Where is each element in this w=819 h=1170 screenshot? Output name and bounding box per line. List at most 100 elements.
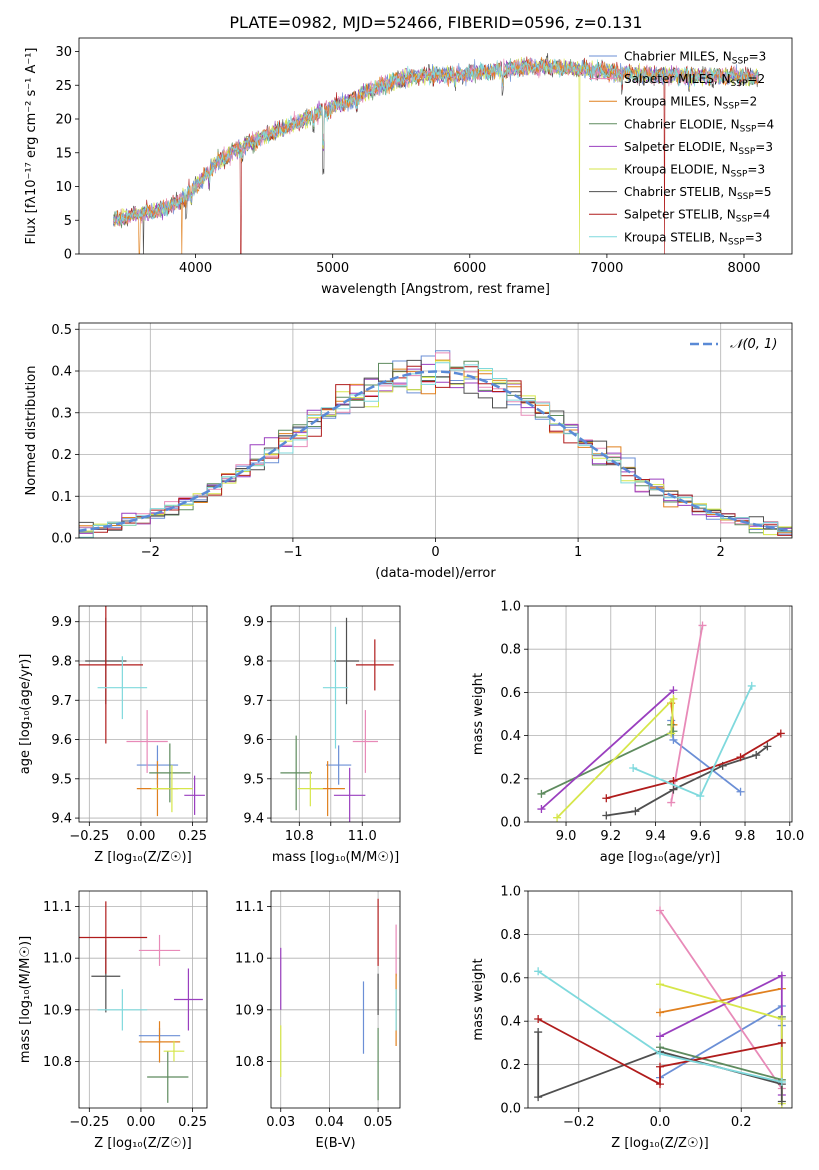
x-tick-label: −1	[283, 545, 302, 560]
y-tick-label: 25	[55, 79, 72, 94]
mass-weight-line	[541, 724, 675, 795]
data-point-marker	[534, 1028, 543, 1037]
mass-weight-line	[606, 732, 782, 800]
legend-nssp: =4	[753, 208, 771, 222]
data-point-marker	[656, 1062, 664, 1071]
y-tick-label: 9.5	[243, 772, 264, 787]
panel-mass-vs-Z: −0.25 0.00 0.25 10.8 10.9 11.0 11.1 Z [log₁₀(Z/…	[18, 890, 208, 1151]
panel-spectrum: 4000 5000 6000 7000 8000 0 5 10 15 20 25 30 waveleng…	[24, 37, 793, 297]
x-tick-label: 10.8	[285, 829, 314, 844]
x-tick-label: 0.04	[315, 1115, 344, 1130]
legend-nssp: =2	[740, 95, 758, 109]
x-axis-label: wavelength [Angstrom, rest frame]	[321, 282, 550, 297]
y-tick-label: 9.9	[51, 615, 72, 630]
panel-age-vs-Z: −0.25 0.00 0.25 9.4 9.5 9.6 9.7 9.8 9.9 Z [log₁₀(…	[18, 605, 208, 865]
legend-subscript: SSP	[736, 215, 753, 225]
mass-weight-line	[659, 909, 783, 1090]
axes-frame	[527, 605, 793, 823]
data-point-marker	[534, 1015, 543, 1024]
legend-subscript: SSP	[740, 124, 757, 134]
legend-subscript: SSP	[737, 192, 754, 202]
data-point-marker	[656, 980, 664, 989]
y-tick-label: 0.4	[500, 1015, 521, 1030]
x-tick-label: −2	[141, 545, 160, 560]
data-point-marker	[669, 776, 678, 785]
y-tick-label: 0.0	[500, 816, 521, 831]
data-point-marker	[537, 805, 546, 814]
axes-frame	[527, 890, 793, 1109]
y-tick-label: 10.8	[43, 1055, 72, 1070]
y-tick-label: 5	[64, 214, 72, 229]
axes-frame	[78, 605, 208, 823]
y-tick-label: 10	[55, 180, 72, 195]
plot-area	[528, 891, 792, 1108]
x-tick-label: 0.2	[731, 1115, 752, 1130]
y-tick-label: 9.6	[243, 733, 264, 748]
x-tick-label: −0.25	[69, 1115, 109, 1130]
y-tick-label: 10.9	[235, 1003, 264, 1018]
figure-title: PLATE=0982, MJD=52466, FIBERID=0596, z=0…	[229, 13, 642, 32]
normal-curve	[79, 370, 792, 532]
data-point-marker	[534, 967, 543, 976]
y-axis-label: Normed distribution	[24, 366, 39, 496]
data-point-marker	[669, 735, 678, 744]
legend-entry: Chabrier STELIB, NSSP=5	[624, 185, 772, 202]
mass-weight-line	[659, 987, 782, 1014]
y-axis-label: mass weight	[471, 958, 486, 1040]
legend-nssp: =3	[755, 140, 773, 154]
data-point-marker	[776, 729, 785, 738]
axes-frame	[270, 605, 401, 823]
legend-subscript: SSP	[732, 57, 749, 67]
x-axis-label: (data-model)/error	[375, 566, 496, 581]
x-tick-label: 9.8	[735, 829, 756, 844]
mass-weight-line	[659, 983, 783, 1104]
y-tick-label: 0.5	[51, 323, 72, 338]
y-tick-label: 9.7	[51, 694, 72, 709]
legend-nssp: =3	[745, 230, 763, 244]
mass-weight-line	[540, 689, 675, 810]
legend-subscript: SSP	[738, 147, 755, 157]
x-tick-label: 1	[574, 545, 582, 560]
mass-weight-line	[606, 745, 768, 817]
y-tick-label: 0.4	[51, 365, 72, 380]
y-tick-label: 9.9	[243, 615, 264, 630]
x-tick-label: 7000	[590, 261, 623, 276]
x-tick-label: 9.0	[556, 829, 577, 844]
data-point-marker	[777, 1038, 786, 1047]
x-axis-label: mass [log₁₀(M/M☉)]	[272, 850, 399, 865]
y-axis-label: mass weight	[471, 673, 486, 755]
data-point-marker	[656, 906, 664, 915]
x-tick-label: 6000	[453, 261, 486, 276]
y-tick-label: 9.5	[51, 772, 72, 787]
y-tick-label: 9.8	[243, 654, 264, 669]
data-point-marker	[602, 794, 611, 803]
legend-subscript: SSP	[731, 79, 748, 89]
data-point-marker	[763, 742, 772, 751]
mass-weight-line	[670, 625, 704, 803]
legend-entry: Chabrier MILES, NSSP=3	[624, 50, 766, 67]
legend-nssp: =2	[747, 72, 765, 86]
mass-weight-line	[537, 1018, 782, 1086]
data-point-marker	[667, 798, 676, 807]
y-tick-label: 9.4	[243, 812, 264, 827]
data-point-marker	[777, 1097, 786, 1106]
x-axis-label: Z [log₁₀(Z/Z☉)]	[94, 850, 191, 865]
x-tick-label: 5000	[316, 261, 349, 276]
spectrum-series-line	[113, 58, 759, 226]
legend-entry: Salpeter MILES, NSSP=2	[624, 72, 765, 89]
y-tick-label: 0.8	[500, 928, 521, 943]
spectrum-series-line	[113, 56, 760, 254]
data-point-marker	[736, 787, 745, 796]
legend-nssp: =3	[747, 163, 765, 177]
axes-frame	[78, 37, 793, 255]
data-point-marker	[747, 681, 756, 690]
x-tick-label: 0	[431, 545, 439, 560]
data-point-marker	[669, 785, 678, 794]
data-point-marker	[534, 1093, 543, 1102]
x-tick-label: 0.00	[126, 829, 155, 844]
legend-subscript: SSP	[728, 237, 745, 247]
legend-entry: Salpeter STELIB, NSSP=4	[624, 208, 770, 225]
y-tick-label: 10.9	[43, 1003, 72, 1018]
y-tick-label: 30	[55, 45, 72, 60]
